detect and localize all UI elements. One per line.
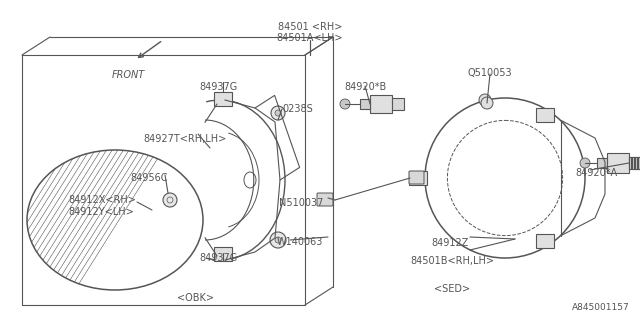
Bar bbox=[638, 157, 640, 169]
Bar bbox=[597, 158, 607, 168]
Text: 84912Y<LH>: 84912Y<LH> bbox=[68, 207, 134, 217]
Circle shape bbox=[270, 232, 286, 248]
Text: 0238S: 0238S bbox=[282, 104, 313, 114]
Text: A845001157: A845001157 bbox=[572, 303, 630, 312]
Text: 84912X<RH>: 84912X<RH> bbox=[68, 195, 136, 205]
Bar bbox=[536, 234, 554, 248]
Bar bbox=[607, 153, 629, 173]
Text: 84912Z: 84912Z bbox=[431, 238, 468, 248]
Text: 84937G: 84937G bbox=[199, 82, 237, 92]
Bar bbox=[629, 157, 640, 169]
Text: W140063: W140063 bbox=[276, 237, 323, 247]
Bar bbox=[409, 171, 427, 185]
Text: Q510053: Q510053 bbox=[468, 68, 513, 78]
Bar bbox=[629, 157, 631, 169]
Text: 84927T<RH,LH>: 84927T<RH,LH> bbox=[143, 134, 227, 144]
Text: FRONT: FRONT bbox=[112, 70, 145, 80]
Circle shape bbox=[481, 97, 493, 109]
Bar bbox=[214, 247, 232, 261]
Bar bbox=[392, 98, 404, 110]
Text: N510037: N510037 bbox=[278, 198, 323, 208]
Circle shape bbox=[275, 110, 281, 116]
Bar bbox=[370, 95, 392, 113]
Text: 84956C: 84956C bbox=[130, 173, 168, 183]
Bar bbox=[360, 99, 370, 109]
Text: 84501B<RH,LH>: 84501B<RH,LH> bbox=[410, 256, 494, 266]
Text: 84501 <RH>: 84501 <RH> bbox=[278, 22, 342, 32]
Bar bbox=[632, 157, 634, 169]
Text: <SED>: <SED> bbox=[434, 284, 470, 294]
Circle shape bbox=[580, 158, 590, 168]
Text: 84920*B: 84920*B bbox=[344, 82, 387, 92]
Text: 84920*A: 84920*A bbox=[575, 168, 617, 178]
Circle shape bbox=[275, 237, 281, 243]
FancyBboxPatch shape bbox=[409, 171, 424, 184]
Text: <OBK>: <OBK> bbox=[177, 293, 214, 303]
Text: 84937G: 84937G bbox=[199, 253, 237, 263]
Bar bbox=[635, 157, 637, 169]
Circle shape bbox=[479, 94, 491, 106]
Circle shape bbox=[271, 106, 285, 120]
FancyBboxPatch shape bbox=[317, 193, 333, 206]
Circle shape bbox=[340, 99, 350, 109]
Bar bbox=[214, 92, 232, 106]
Text: 84501A<LH>: 84501A<LH> bbox=[276, 33, 343, 43]
Circle shape bbox=[163, 193, 177, 207]
Bar bbox=[536, 108, 554, 122]
